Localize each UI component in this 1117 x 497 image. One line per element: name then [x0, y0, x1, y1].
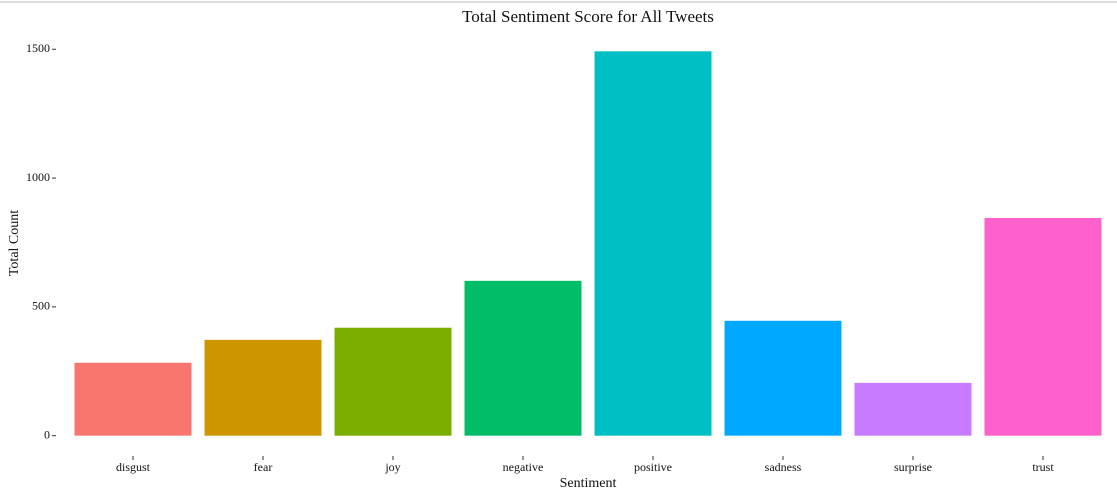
bar	[984, 217, 1102, 436]
x-tick-label: positive	[634, 460, 672, 474]
y-tick-label: 500	[32, 299, 50, 313]
y-tick-label: 1000	[26, 170, 50, 184]
x-axis-title: Sentiment	[560, 476, 617, 491]
bar	[724, 320, 842, 436]
x-tick-label: trust	[1032, 460, 1054, 474]
x-tick-label: surprise	[894, 460, 932, 474]
bar	[464, 280, 582, 436]
y-axis-title: Total Count	[7, 210, 22, 276]
bar	[334, 327, 452, 436]
bar	[594, 51, 712, 436]
y-tick-label: 0	[44, 427, 50, 441]
bar	[74, 362, 192, 436]
x-tick-label: joy	[384, 460, 400, 474]
x-tick-label: sadness	[765, 460, 802, 474]
y-tick-label: 1500	[26, 41, 50, 55]
bar	[854, 382, 972, 436]
x-tick-label: fear	[254, 460, 273, 474]
chart-title: Total Sentiment Score for All Tweets	[462, 7, 714, 26]
x-tick-label: disgust	[116, 460, 151, 474]
x-tick-label: negative	[503, 460, 544, 474]
bar	[204, 339, 322, 436]
